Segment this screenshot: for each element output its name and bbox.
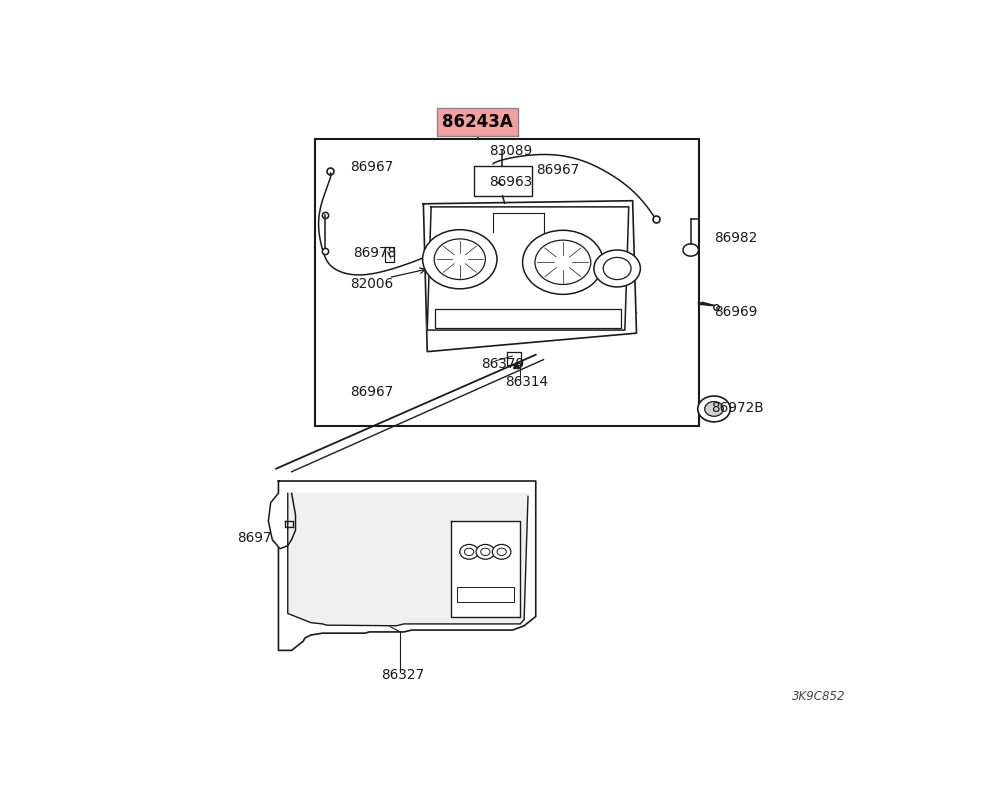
Circle shape <box>497 548 506 555</box>
Text: 86982: 86982 <box>714 230 757 245</box>
Text: 86972C: 86972C <box>237 531 290 546</box>
Bar <box>435 309 621 328</box>
Text: 86379: 86379 <box>482 357 525 371</box>
Ellipse shape <box>683 244 698 256</box>
Circle shape <box>464 548 474 555</box>
Polygon shape <box>268 494 296 549</box>
Circle shape <box>476 545 495 559</box>
Circle shape <box>594 250 640 287</box>
Circle shape <box>705 402 723 416</box>
Text: 86243A: 86243A <box>442 113 513 131</box>
Text: 86967: 86967 <box>350 385 393 398</box>
Circle shape <box>481 548 490 555</box>
Bar <box>474 166 532 196</box>
Text: 86314: 86314 <box>505 375 548 390</box>
Polygon shape <box>423 201 637 352</box>
Text: 86978: 86978 <box>354 246 397 260</box>
Text: 86972B: 86972B <box>711 402 764 415</box>
Text: 86967: 86967 <box>350 160 393 174</box>
Circle shape <box>698 396 730 422</box>
Circle shape <box>603 258 631 279</box>
Circle shape <box>460 545 478 559</box>
Text: 83089: 83089 <box>489 145 532 158</box>
Text: 86394: 86394 <box>544 302 587 315</box>
Circle shape <box>423 230 497 289</box>
Circle shape <box>434 239 485 279</box>
Polygon shape <box>450 521 520 617</box>
Circle shape <box>535 240 591 285</box>
Polygon shape <box>427 207 629 330</box>
Text: 86967: 86967 <box>536 163 579 177</box>
Text: 86327: 86327 <box>381 668 424 682</box>
Polygon shape <box>278 481 536 650</box>
Bar <box>315 139 698 426</box>
Text: 3K9C852: 3K9C852 <box>792 690 845 703</box>
Circle shape <box>523 230 603 294</box>
Bar <box>457 587 514 602</box>
Polygon shape <box>288 494 528 626</box>
Text: 86963: 86963 <box>489 175 532 190</box>
Circle shape <box>492 545 511 559</box>
Text: 86969: 86969 <box>714 305 757 318</box>
Text: 82006: 82006 <box>350 277 393 291</box>
